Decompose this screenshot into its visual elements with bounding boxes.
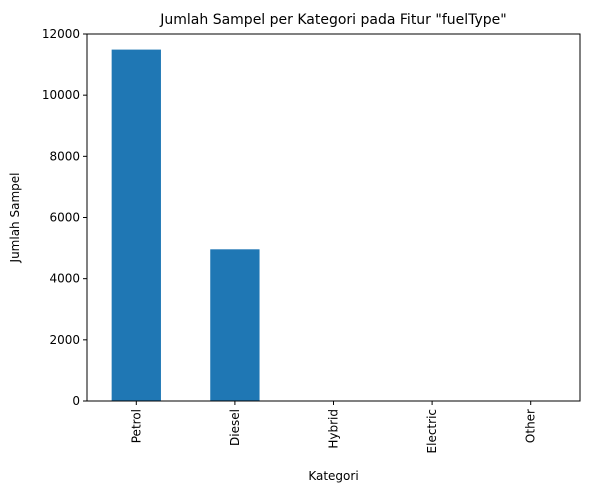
y-tick-label: 10000 xyxy=(42,88,80,102)
y-tick-label: 4000 xyxy=(49,272,80,286)
y-tick-label: 2000 xyxy=(49,333,80,347)
y-tick-label: 8000 xyxy=(49,149,80,163)
bars-group xyxy=(111,49,556,401)
chart-title: Jumlah Sampel per Kategori pada Fitur "f… xyxy=(159,12,506,28)
x-tick-label: Hybrid xyxy=(327,409,341,449)
x-tick-label: Petrol xyxy=(129,409,143,443)
y-tick-label: 6000 xyxy=(49,211,80,225)
y-axis-label: Jumlah Sampel xyxy=(8,173,22,264)
x-tick-label: Diesel xyxy=(228,409,242,446)
x-tick-label: Other xyxy=(524,409,538,443)
x-axis-label: Kategori xyxy=(308,469,358,483)
x-tick-label: Electric xyxy=(425,409,439,453)
bar-petrol xyxy=(111,49,161,401)
y-tick-label: 12000 xyxy=(42,27,80,41)
y-axis: 0 2000 4000 6000 8000 10000 12000 xyxy=(42,27,87,408)
plot-frame xyxy=(86,33,581,402)
x-axis: Petrol Diesel Hybrid Electric Other xyxy=(129,401,538,453)
y-tick-label: 0 xyxy=(72,394,80,408)
bar-diesel xyxy=(210,249,260,401)
